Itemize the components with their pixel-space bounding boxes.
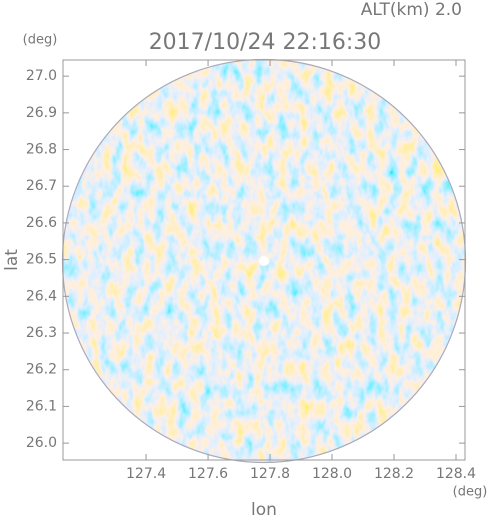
y-tick-label: 26.0	[26, 435, 57, 451]
y-tick-label: 26.6	[26, 215, 57, 231]
x-tick-label: 127.4	[126, 466, 166, 482]
y-axis-label: lat	[2, 249, 22, 271]
y-tick-label: 26.1	[26, 398, 57, 414]
chart-title: 2017/10/24 22:16:30	[149, 30, 382, 55]
x-tick-label: 128.2	[374, 466, 414, 482]
x-tick-label: 127.8	[250, 466, 290, 482]
x-tick-label: 127.6	[188, 466, 228, 482]
center-gap	[259, 256, 269, 266]
y-tick-label: 26.9	[26, 105, 57, 121]
plot-area: 26.0 26.1 26.2 26.3 26.4 26.5 26.6 26.7 26.8 26.9…	[26, 58, 476, 482]
x-axis-label: lon	[251, 500, 277, 520]
x-unit: (deg)	[453, 485, 488, 500]
y-tick-label: 26.3	[26, 325, 57, 341]
y-tick-label: 26.2	[26, 362, 57, 378]
y-tick-label: 26.4	[26, 288, 57, 304]
altitude-label: ALT(km) 2.0	[361, 0, 462, 20]
y-tick-label: 27.0	[26, 68, 57, 84]
y-tick-label: 26.7	[26, 178, 57, 194]
x-tick-label: 128.4	[436, 466, 476, 482]
y-unit: (deg)	[23, 33, 58, 48]
y-tick-label: 26.8	[26, 142, 57, 158]
y-tick-label: 26.5	[26, 252, 57, 268]
x-tick-label: 128.0	[312, 466, 352, 482]
